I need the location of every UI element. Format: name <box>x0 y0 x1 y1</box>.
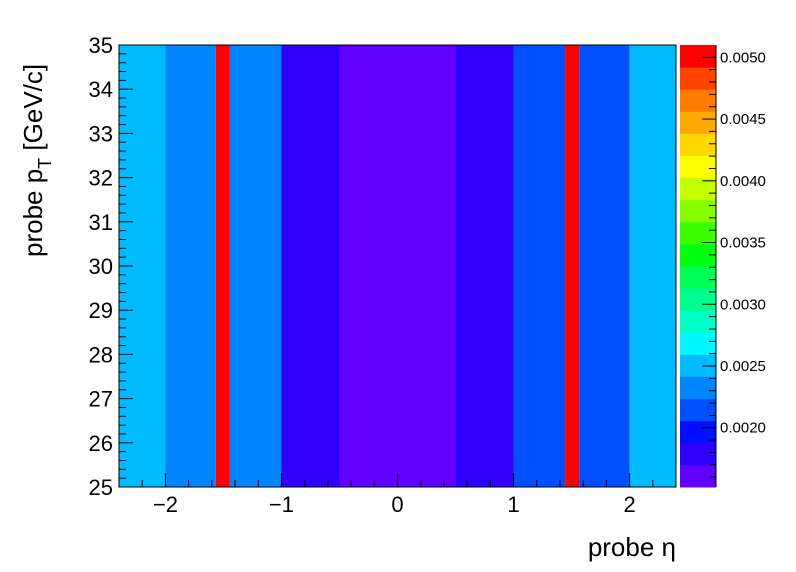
x-axis: −2 −1 0 1 2 <box>118 473 677 517</box>
colorbar-segment <box>680 111 716 134</box>
colorbar-segment <box>680 332 716 355</box>
colorbar-segment <box>680 45 716 68</box>
colorbar <box>680 45 716 488</box>
colorbar-tick-label: 0.0035 <box>720 235 766 252</box>
y-tick-label: 34 <box>89 77 113 102</box>
colorbar-segment <box>680 67 716 90</box>
y-tick-label: 30 <box>89 254 113 279</box>
y-axis-title-subscript: T <box>35 158 55 169</box>
heatmap-cells <box>119 45 676 487</box>
colorbar-tick-label: 0.0030 <box>720 296 766 313</box>
y-tick-label: 35 <box>89 33 113 58</box>
colorbar-tick-label: 0.0050 <box>720 49 766 66</box>
heatmap-cell <box>565 45 580 487</box>
x-tick-label: 2 <box>623 492 635 517</box>
x-tick-label: 1 <box>507 492 519 517</box>
heatmap-cell <box>339 45 456 487</box>
colorbar-tick-label: 0.0025 <box>720 358 766 375</box>
heatmap-cell <box>455 45 514 487</box>
heatmap-cell <box>229 45 282 487</box>
x-tick-label: −2 <box>153 492 178 517</box>
heatmap-cell <box>165 45 216 487</box>
heatmap-cell <box>215 45 230 487</box>
colorbar-segment <box>680 89 716 112</box>
colorbar-segment <box>680 420 716 444</box>
heatmap-cell <box>579 45 630 487</box>
colorbar-segment <box>680 177 716 201</box>
y-axis: 25 26 27 28 29 30 31 32 33 34 35 <box>89 33 133 500</box>
colorbar-segment <box>680 376 716 400</box>
y-tick-label: 32 <box>89 166 113 191</box>
heatmap-cell <box>513 45 566 487</box>
x-tick-label: −1 <box>269 492 294 517</box>
x-axis-title: probe η <box>588 532 676 562</box>
colorbar-segment <box>680 464 716 488</box>
colorbar-segment <box>680 354 716 377</box>
colorbar-segment <box>680 199 716 223</box>
colorbar-tick-label: 0.0020 <box>720 420 766 437</box>
colorbar-tick-label: 0.0045 <box>720 111 766 128</box>
colorbar-axis: 0.0020 0.0025 0.0030 0.0035 0.0040 0.0045 0.00… <box>702 45 766 487</box>
colorbar-segment <box>680 288 716 311</box>
colorbar-segment <box>680 266 716 289</box>
y-tick-label: 28 <box>89 342 113 367</box>
y-tick-label: 25 <box>89 475 113 500</box>
colorbar-tick-label: 0.0040 <box>720 173 766 190</box>
colorbar-segment <box>680 133 716 156</box>
colorbar-segment <box>680 442 716 466</box>
y-axis-title: probe pT [GeV/c] <box>18 64 55 257</box>
y-axis-title-main: probe p <box>18 169 48 257</box>
y-tick-label: 31 <box>89 210 113 235</box>
y-tick-label: 33 <box>89 121 113 146</box>
heatmap-cell <box>629 45 676 487</box>
x-tick-label: 0 <box>391 492 403 517</box>
y-tick-label: 26 <box>89 431 113 456</box>
colorbar-segment <box>680 398 716 422</box>
heatmap-cell <box>281 45 340 487</box>
y-tick-label: 27 <box>89 387 113 412</box>
colorbar-segment <box>680 310 716 333</box>
colorbar-segment <box>680 155 716 179</box>
y-axis-title-unit: [GeV/c] <box>18 64 48 158</box>
y-tick-label: 29 <box>89 298 113 323</box>
colorbar-segment <box>680 243 716 267</box>
colorbar-segment <box>680 221 716 245</box>
